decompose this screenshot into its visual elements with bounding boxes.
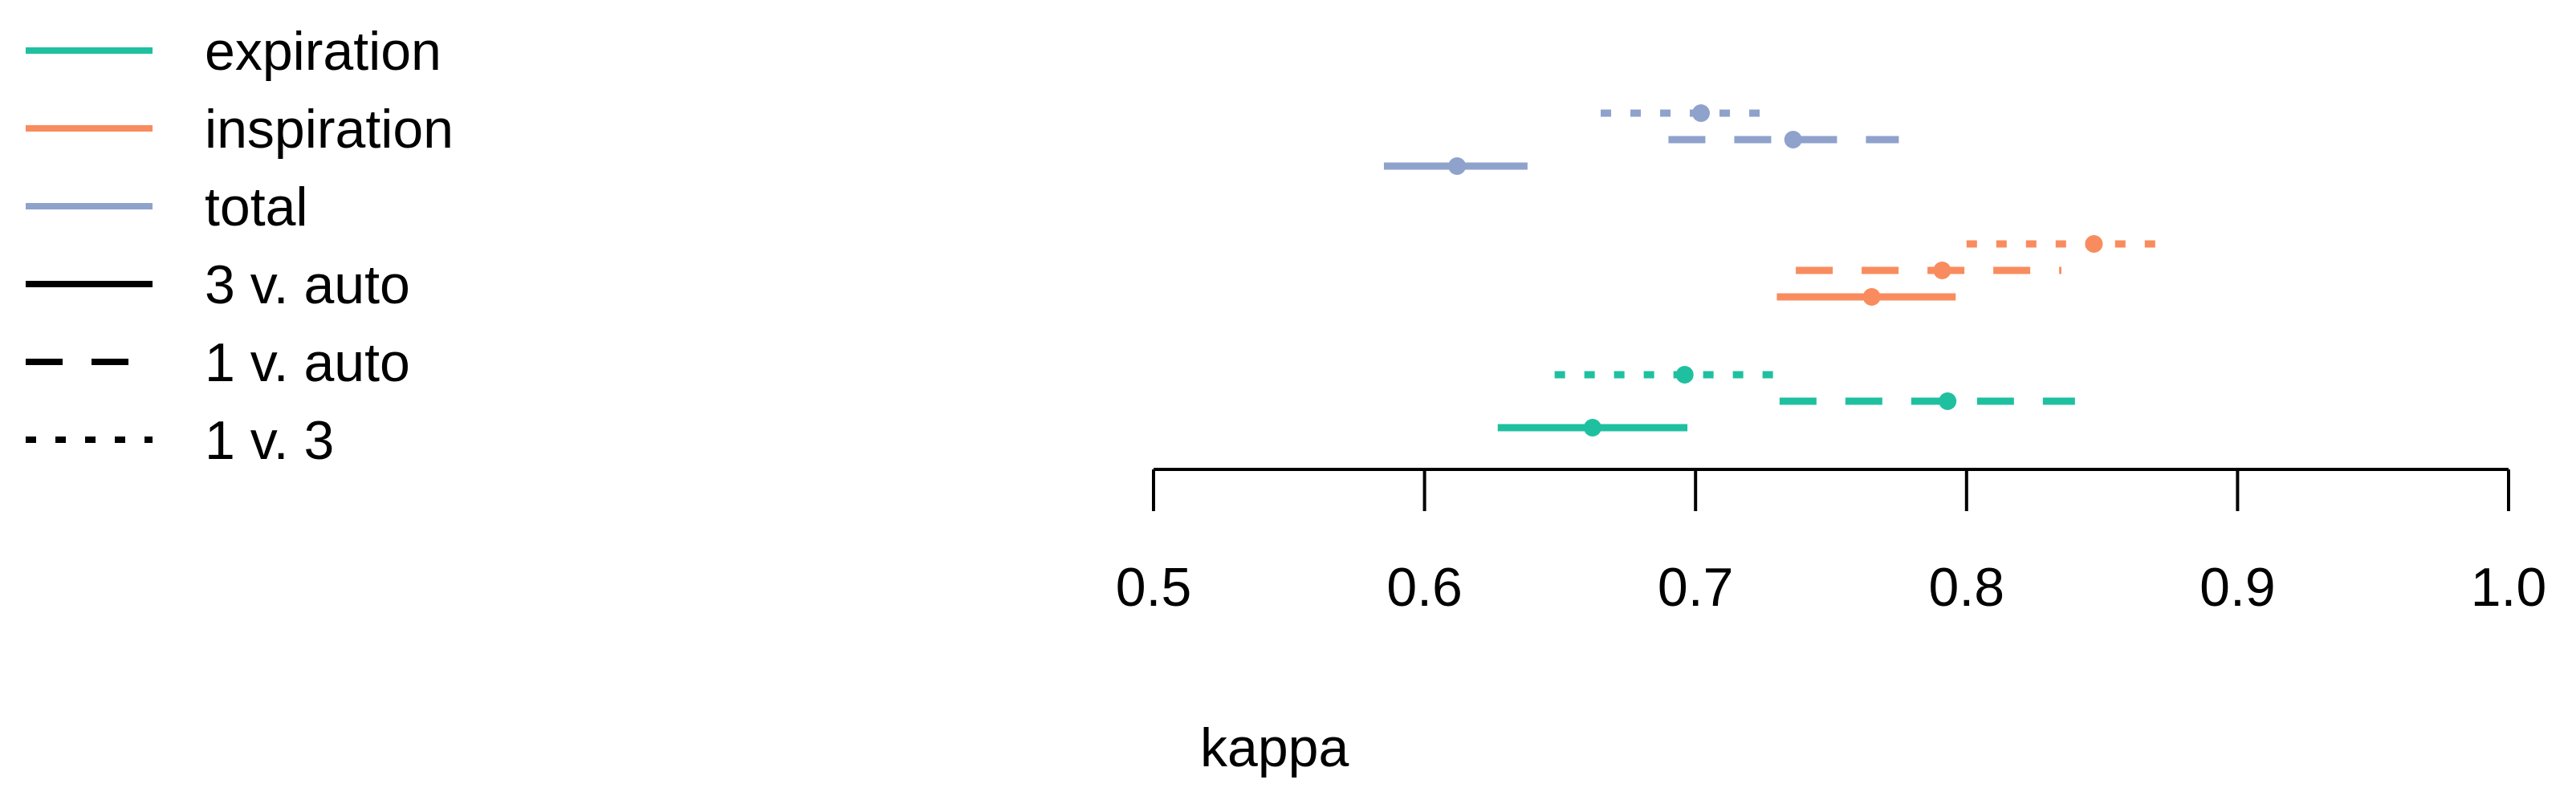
inspiration-3-v-auto-point bbox=[1862, 288, 1881, 306]
total-3-v-auto-point bbox=[1448, 157, 1467, 175]
legend-label-1-v-auto: 1 v. auto bbox=[205, 332, 410, 393]
total-1-v-3-point bbox=[1691, 104, 1710, 122]
expiration-1-v-auto-point bbox=[1939, 392, 1957, 410]
legend: expiration inspiration total 3 v. auto 1 v. … bbox=[26, 21, 454, 471]
legend-label-total: total bbox=[205, 177, 308, 238]
legend-label-1-v-3: 1 v. 3 bbox=[205, 410, 334, 471]
x-axis: 0.5 0.6 0.7 0.8 0.9 1.0 bbox=[1116, 468, 2547, 618]
inspiration-1-v-auto-point bbox=[1933, 262, 1951, 279]
legend-label-expiration: expiration bbox=[205, 21, 442, 82]
legend-label-3-v-auto: 3 v. auto bbox=[205, 254, 410, 315]
x-tick-label: 0.9 bbox=[2200, 557, 2276, 618]
x-tick-label: 1.0 bbox=[2471, 557, 2547, 618]
x-tick-label: 0.5 bbox=[1116, 557, 1192, 618]
x-tick-label: 0.6 bbox=[1386, 557, 1463, 618]
x-axis-label: kappa bbox=[1200, 717, 1349, 778]
total-1-v-auto-point bbox=[1784, 131, 1802, 148]
x-tick-label: 0.8 bbox=[1929, 557, 2005, 618]
x-tick-label: 0.7 bbox=[1658, 557, 1734, 618]
legend-label-inspiration: inspiration bbox=[205, 99, 454, 160]
interval-layer bbox=[1383, 104, 2170, 437]
expiration-3-v-auto-point bbox=[1583, 419, 1601, 437]
inspiration-1-v-3-point bbox=[2085, 235, 2103, 253]
expiration-1-v-3-point bbox=[1675, 366, 1694, 384]
